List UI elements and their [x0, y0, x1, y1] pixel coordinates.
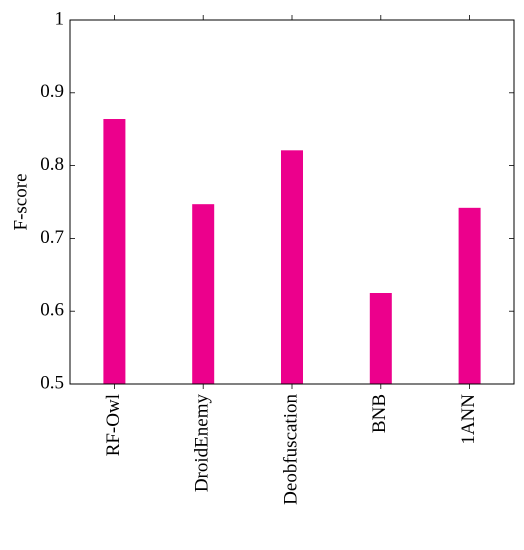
bar [281, 150, 303, 384]
x-tick-label: 1ANN [458, 394, 479, 445]
y-tick-label: 0.6 [40, 300, 64, 321]
x-tick-label: Deobfuscation [280, 394, 301, 505]
bar [369, 293, 392, 384]
x-tick-label: RF-Owl [103, 394, 124, 456]
y-tick-label: 0.5 [40, 372, 64, 393]
x-tick-label: DroidEnemy [192, 394, 213, 493]
y-tick-label: 0.9 [40, 81, 64, 102]
y-tick-label: 1 [55, 8, 65, 29]
y-tick-label: 0.7 [40, 227, 64, 248]
bar [103, 119, 126, 385]
y-tick-label: 0.8 [40, 154, 64, 175]
y-axis-label: F-score [10, 174, 31, 231]
bar [192, 204, 215, 384]
x-tick-label: BNB [369, 394, 390, 433]
bar [458, 207, 481, 384]
plot-frame [69, 19, 515, 385]
